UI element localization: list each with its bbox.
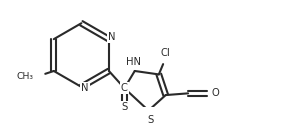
Text: S: S <box>147 115 153 124</box>
Text: CH₃: CH₃ <box>17 72 34 81</box>
Text: HN: HN <box>125 57 140 67</box>
Text: O: O <box>211 88 219 98</box>
Text: S: S <box>121 102 127 112</box>
Text: Cl: Cl <box>161 48 171 58</box>
Text: C: C <box>121 83 128 93</box>
Text: N: N <box>108 32 115 42</box>
Text: N: N <box>81 83 89 93</box>
